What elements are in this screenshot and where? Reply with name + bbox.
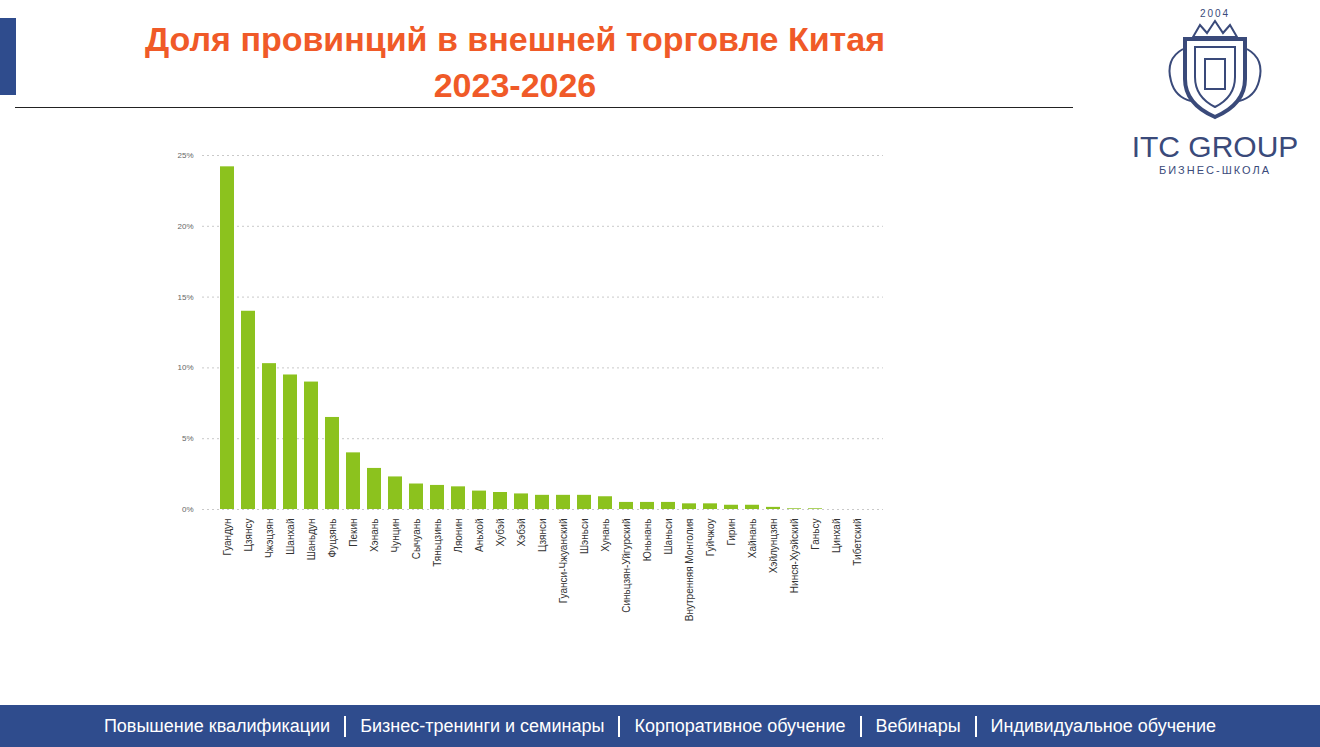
svg-text:Гуандун: Гуандун <box>222 519 233 556</box>
svg-text:Гирин: Гирин <box>726 519 737 546</box>
svg-text:Хубэй: Хубэй <box>495 519 506 547</box>
svg-text:Шанхай: Шанхай <box>285 519 296 555</box>
html-text:2023-2026: 2023-2026 <box>433 66 597 104</box>
html-text:Корпоративное обучение: Корпоративное обучение <box>634 715 846 736</box>
svg-text:Цзянсу: Цзянсу <box>243 519 254 552</box>
svg-text:Гуанси-Чжуанский: Гуанси-Чжуанский <box>558 519 569 604</box>
svg-text:Пекин: Пекин <box>348 519 359 547</box>
svg-text:Хэбэй: Хэбэй <box>516 519 527 547</box>
svg-text:Ляонин: Ляонин <box>453 519 464 553</box>
svg-text:Ганьсу: Ганьсу <box>810 519 821 550</box>
svg-text:Тяньцзинь: Тяньцзинь <box>432 519 443 567</box>
html-text:Индивидуальное обучение: Индивидуальное обучение <box>990 715 1217 736</box>
svg-text:Хэйлунцзян: Хэйлунцзян <box>768 519 779 574</box>
html-text:Бизнес-тренинги и семинары: Бизнес-тренинги и семинары <box>360 715 605 736</box>
svg-text:Цзянси: Цзянси <box>537 519 548 553</box>
svg-text:Хайнань: Хайнань <box>747 519 758 559</box>
html-text:Вебинары: Вебинары <box>875 715 961 736</box>
svg-text:Чунцин: Чунцин <box>390 519 401 553</box>
svg-text:Гуйчжоу: Гуйчжоу <box>705 519 716 557</box>
svg-text:Синьцзян-Уйгурский: Синьцзян-Уйгурский <box>621 519 632 613</box>
svg-text:Шаньси: Шаньси <box>663 519 674 555</box>
svg-text:Шэньси: Шэньси <box>579 519 590 555</box>
svg-text:Хунань: Хунань <box>600 519 611 552</box>
svg-text:0%: 0% <box>182 505 194 514</box>
svg-text:10%: 10% <box>177 363 193 372</box>
svg-text:Чжэцзян: Чжэцзян <box>264 519 275 559</box>
svg-text:15%: 15% <box>177 293 193 302</box>
svg-text:Нинся-Хуэйский: Нинся-Хуэйский <box>789 519 800 594</box>
svg-text:Шаньдун: Шаньдун <box>306 519 317 561</box>
svg-text:25%: 25% <box>177 151 193 160</box>
svg-text:Фуцзянь: Фуцзянь <box>327 519 338 558</box>
svg-text:Сычуань: Сычуань <box>411 519 422 560</box>
svg-text:Внутренняя Монголия: Внутренняя Монголия <box>684 519 695 622</box>
svg-text:Хэнань: Хэнань <box>369 519 380 553</box>
html-text:Доля провинций в внешней торго: Доля провинций в внешней торговле Китая <box>145 20 885 58</box>
svg-text:Цинхай: Цинхай <box>831 519 842 554</box>
html-text:Повышение квалификации: Повышение квалификации <box>103 715 331 736</box>
svg-text:Юньнань: Юньнань <box>642 519 653 562</box>
html-text:2004: 2004 <box>1199 8 1231 19</box>
svg-text:Аньхой: Аньхой <box>474 519 485 552</box>
svg-text:20%: 20% <box>177 222 193 231</box>
svg-text:5%: 5% <box>182 434 194 443</box>
svg-text:Тибетский: Тибетский <box>852 519 863 566</box>
html-text:ITC GROUP: ITC GROUP <box>1131 130 1299 163</box>
html-text:БИЗНЕС-ШКОЛА: БИЗНЕС-ШКОЛА <box>1159 164 1271 176</box>
